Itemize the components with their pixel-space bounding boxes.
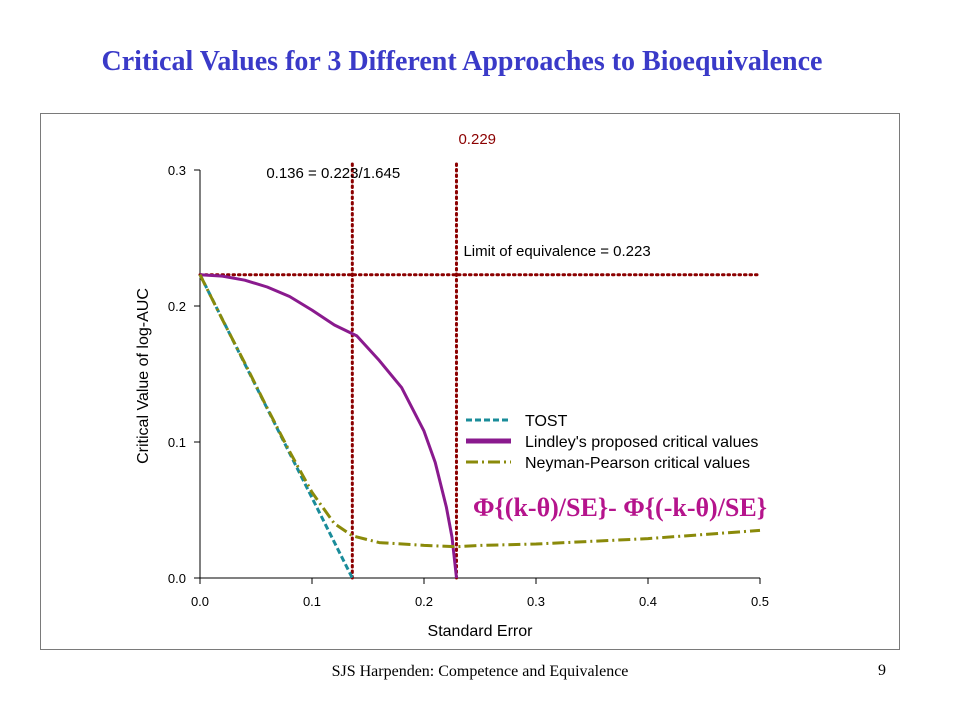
axes bbox=[199, 170, 760, 579]
vline-136-label: 0.136 = 0.223/1.645 bbox=[266, 165, 400, 182]
series-neyman-pearson bbox=[198, 274, 761, 549]
reference-lines bbox=[198, 162, 762, 580]
y-tick-label: 0.1 bbox=[168, 435, 186, 450]
series-lines bbox=[198, 273, 761, 579]
equivalence-limit-label: Limit of equivalence = 0.223 bbox=[463, 243, 650, 260]
y-tick-label: 0.3 bbox=[168, 163, 186, 178]
chart-frame: 0.0 0.1 0.2 0.3 0.4 0.5 0.0 0.1 0.2 0.3 Standard … bbox=[40, 113, 900, 650]
x-tick-label: 0.4 bbox=[639, 594, 657, 609]
power-formula: Φ{(k-θ)/SE}- Φ{(-k-θ)/SE} bbox=[473, 493, 767, 522]
legend-label-neyman-pearson: Neyman-Pearson critical values bbox=[525, 455, 750, 472]
y-tick-label: 0.0 bbox=[168, 571, 186, 586]
x-tick-label: 0.5 bbox=[751, 594, 769, 609]
legend: TOST Lindley's proposed critical values … bbox=[466, 413, 758, 472]
slide-footer: SJS Harpenden: Competence and Equivalenc… bbox=[331, 663, 629, 680]
series-tost bbox=[198, 274, 354, 579]
x-tick-label: 0.1 bbox=[303, 594, 321, 609]
slide-title: Critical Values for 3 Different Approach… bbox=[101, 46, 823, 77]
x-tick-label: 0.0 bbox=[191, 594, 209, 609]
axis-ticks: 0.0 0.1 0.2 0.3 0.4 0.5 0.0 0.1 0.2 0.3 bbox=[168, 163, 769, 609]
y-axis-label: Critical Value of log-AUC bbox=[135, 288, 152, 464]
legend-label-lindley: Lindley's proposed critical values bbox=[525, 434, 758, 451]
legend-label-tost: TOST bbox=[525, 413, 568, 430]
vline-229-label: 0.229 bbox=[458, 131, 496, 148]
series-lindley bbox=[199, 273, 458, 579]
page-number: 9 bbox=[878, 662, 886, 679]
y-tick-label: 0.2 bbox=[168, 299, 186, 314]
critical-values-chart: 0.0 0.1 0.2 0.3 0.4 0.5 0.0 0.1 0.2 0.3 Standard … bbox=[135, 131, 769, 640]
x-tick-label: 0.3 bbox=[527, 594, 545, 609]
x-tick-label: 0.2 bbox=[415, 594, 433, 609]
x-axis-label: Standard Error bbox=[428, 623, 534, 640]
